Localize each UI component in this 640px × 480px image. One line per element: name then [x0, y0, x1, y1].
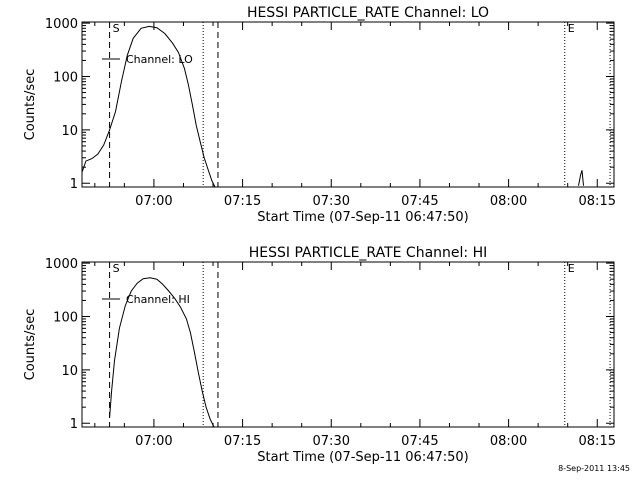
x-tick-label: 07:00 — [135, 194, 172, 209]
x-tick-label: 07:45 — [401, 194, 438, 209]
plot-frame — [81, 21, 615, 188]
y-tick-label: 1 — [70, 417, 78, 432]
marker-label: S — [113, 262, 120, 275]
chart-title: HESSI PARTICLE_RATE Channel: HI — [249, 245, 487, 261]
series-line-1 — [109, 277, 215, 427]
y-axis-label: Counts/sec — [23, 309, 38, 381]
series-line-1 — [82, 25, 216, 187]
series-line-2 — [578, 170, 584, 186]
x-tick-label: 08:15 — [579, 434, 616, 449]
x-axis-label: Start Time (07-Sep-11 06:47:50) — [257, 450, 468, 465]
marker-label: S — [113, 22, 120, 35]
legend-label: Channel: HI — [126, 293, 190, 306]
x-tick-label: 07:30 — [313, 434, 350, 449]
y-tick-label: 100 — [53, 310, 78, 325]
y-tick-label: 1000 — [45, 257, 78, 272]
y-tick-label: 1 — [70, 177, 78, 192]
y-tick-label: 10 — [61, 124, 78, 139]
x-tick-label: 07:45 — [401, 434, 438, 449]
x-tick-label: 07:15 — [224, 194, 261, 209]
x-tick-label: 07:00 — [135, 434, 172, 449]
y-tick-label: 10 — [61, 364, 78, 379]
x-axis-label: Start Time (07-Sep-11 06:47:50) — [257, 210, 468, 225]
chart-title: HESSI PARTICLE_RATE Channel: LO — [247, 5, 489, 21]
y-axis-label: Counts/sec — [23, 69, 38, 141]
chart-panel-1: HESSI PARTICLE_RATE Channel: LO Start Tim… — [23, 5, 616, 225]
x-tick-label: 08:15 — [579, 194, 616, 209]
footer-date: 8-Sep-2011 13:45 — [558, 464, 630, 473]
x-tick-label: 08:00 — [490, 434, 527, 449]
x-tick-label: 07:15 — [224, 434, 261, 449]
x-tick-label: 07:30 — [313, 194, 350, 209]
y-tick-label: 1000 — [45, 17, 78, 32]
chart-panel-2: HESSI PARTICLE_RATE Channel: HI Start Tim… — [23, 245, 616, 465]
plot-frame — [81, 261, 615, 428]
x-tick-label: 08:00 — [490, 194, 527, 209]
y-tick-label: 100 — [53, 70, 78, 85]
legend-label: Channel: LO — [126, 53, 193, 66]
marker-label: E — [568, 262, 575, 275]
marker-label: E — [568, 22, 575, 35]
